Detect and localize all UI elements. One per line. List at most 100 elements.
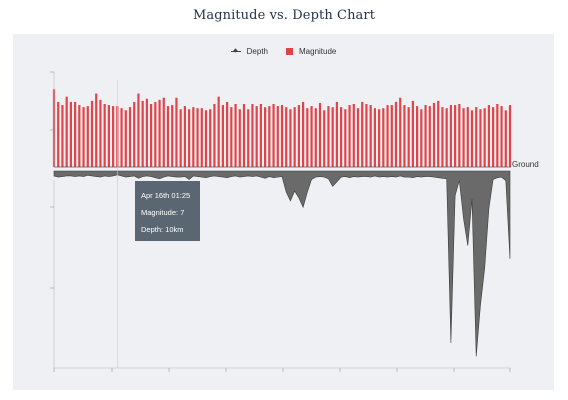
- magnitude-bar[interactable]: [158, 99, 161, 167]
- magnitude-bar[interactable]: [154, 101, 157, 167]
- magnitude-bar[interactable]: [272, 104, 275, 167]
- magnitude-bar[interactable]: [390, 105, 393, 167]
- magnitude-bar[interactable]: [335, 101, 338, 167]
- magnitude-bar[interactable]: [310, 106, 313, 167]
- magnitude-bar[interactable]: [365, 104, 368, 167]
- magnitude-bar[interactable]: [373, 108, 376, 167]
- magnitude-bar[interactable]: [268, 106, 271, 167]
- magnitude-bar[interactable]: [251, 104, 254, 167]
- magnitude-bar[interactable]: [462, 108, 465, 167]
- magnitude-bar[interactable]: [416, 106, 419, 167]
- magnitude-bar[interactable]: [361, 101, 364, 167]
- magnitude-bar[interactable]: [230, 107, 233, 167]
- magnitude-bar[interactable]: [124, 110, 127, 167]
- magnitude-bar[interactable]: [285, 107, 288, 167]
- magnitude-bar[interactable]: [348, 105, 351, 167]
- magnitude-bar[interactable]: [356, 108, 360, 167]
- magnitude-bar[interactable]: [318, 102, 322, 167]
- magnitude-bar[interactable]: [428, 106, 431, 167]
- magnitude-bar[interactable]: [500, 106, 503, 167]
- magnitude-bar[interactable]: [276, 106, 279, 167]
- magnitude-bar[interactable]: [57, 101, 60, 167]
- magnitude-bar[interactable]: [424, 105, 427, 167]
- magnitude-bar[interactable]: [280, 105, 284, 167]
- magnitude-bar[interactable]: [128, 107, 132, 167]
- magnitude-bar[interactable]: [213, 104, 216, 167]
- magnitude-bar[interactable]: [255, 106, 258, 167]
- magnitude-bar[interactable]: [458, 104, 461, 167]
- magnitude-bar[interactable]: [331, 107, 334, 167]
- magnitude-bar[interactable]: [297, 105, 300, 167]
- magnitude-bar[interactable]: [99, 99, 102, 167]
- magnitude-bar[interactable]: [221, 105, 224, 167]
- magnitude-bar[interactable]: [82, 107, 85, 167]
- magnitude-bar[interactable]: [399, 97, 402, 167]
- magnitude-bar[interactable]: [340, 107, 343, 167]
- magnitude-bar[interactable]: [234, 104, 237, 167]
- magnitude-bar[interactable]: [162, 97, 165, 167]
- magnitude-bar[interactable]: [487, 105, 490, 167]
- magnitude-bar[interactable]: [74, 101, 77, 167]
- magnitude-bar[interactable]: [466, 107, 469, 167]
- magnitude-bar[interactable]: [504, 110, 507, 167]
- magnitude-bar[interactable]: [90, 100, 94, 167]
- magnitude-bar[interactable]: [378, 109, 381, 167]
- magnitude-bar[interactable]: [479, 109, 482, 167]
- magnitude-bar[interactable]: [183, 106, 186, 167]
- magnitude-bar[interactable]: [314, 108, 317, 167]
- magnitude-bar[interactable]: [188, 109, 191, 167]
- magnitude-bar[interactable]: [382, 108, 385, 167]
- magnitude-bar[interactable]: [103, 104, 106, 167]
- magnitude-bar[interactable]: [454, 105, 457, 167]
- magnitude-bar[interactable]: [150, 104, 153, 167]
- magnitude-bar[interactable]: [445, 108, 448, 167]
- magnitude-bar[interactable]: [133, 101, 136, 167]
- magnitude-bar[interactable]: [508, 105, 512, 167]
- magnitude-bar[interactable]: [86, 106, 89, 167]
- magnitude-bar[interactable]: [78, 105, 81, 167]
- magnitude-bar[interactable]: [432, 102, 436, 167]
- magnitude-bar[interactable]: [112, 106, 115, 167]
- legend-item-depth[interactable]: Depth: [230, 47, 268, 56]
- magnitude-bar[interactable]: [470, 110, 474, 167]
- magnitude-bar[interactable]: [166, 106, 170, 167]
- magnitude-bar[interactable]: [192, 107, 195, 167]
- magnitude-bar[interactable]: [65, 96, 68, 167]
- magnitude-bar[interactable]: [289, 109, 292, 167]
- magnitude-bar[interactable]: [483, 108, 486, 167]
- magnitude-bar[interactable]: [141, 100, 144, 167]
- magnitude-bar[interactable]: [407, 107, 410, 167]
- magnitude-bar[interactable]: [475, 107, 478, 167]
- magnitude-bar[interactable]: [226, 101, 229, 167]
- magnitude-bar[interactable]: [95, 93, 98, 168]
- magnitude-bar[interactable]: [61, 105, 64, 167]
- magnitude-bar[interactable]: [247, 109, 250, 167]
- magnitude-bar[interactable]: [323, 110, 326, 167]
- legend-item-magnitude[interactable]: Magnitude: [286, 47, 336, 56]
- magnitude-bar[interactable]: [107, 105, 110, 167]
- magnitude-bar[interactable]: [394, 101, 398, 167]
- magnitude-bar[interactable]: [386, 105, 389, 167]
- magnitude-bar[interactable]: [200, 108, 203, 167]
- magnitude-bar[interactable]: [344, 109, 347, 167]
- magnitude-bar[interactable]: [352, 104, 355, 167]
- magnitude-bar[interactable]: [145, 98, 148, 167]
- magnitude-bar[interactable]: [238, 109, 241, 167]
- depth-area[interactable]: [53, 170, 511, 357]
- magnitude-bar[interactable]: [179, 109, 182, 167]
- magnitude-bar[interactable]: [175, 97, 178, 167]
- magnitude-bar[interactable]: [420, 109, 423, 167]
- magnitude-bar[interactable]: [369, 105, 372, 167]
- magnitude-bar[interactable]: [306, 108, 309, 167]
- magnitude-bar[interactable]: [242, 104, 246, 167]
- magnitude-bar[interactable]: [441, 107, 444, 167]
- magnitude-bar[interactable]: [217, 96, 220, 167]
- magnitude-bar[interactable]: [196, 108, 199, 167]
- magnitude-bar[interactable]: [264, 107, 267, 167]
- magnitude-bar[interactable]: [411, 100, 414, 167]
- magnitude-bar[interactable]: [171, 105, 174, 167]
- magnitude-bar[interactable]: [437, 100, 440, 167]
- magnitude-bar[interactable]: [204, 110, 208, 167]
- magnitude-bar[interactable]: [403, 105, 406, 167]
- magnitude-bar[interactable]: [69, 101, 72, 167]
